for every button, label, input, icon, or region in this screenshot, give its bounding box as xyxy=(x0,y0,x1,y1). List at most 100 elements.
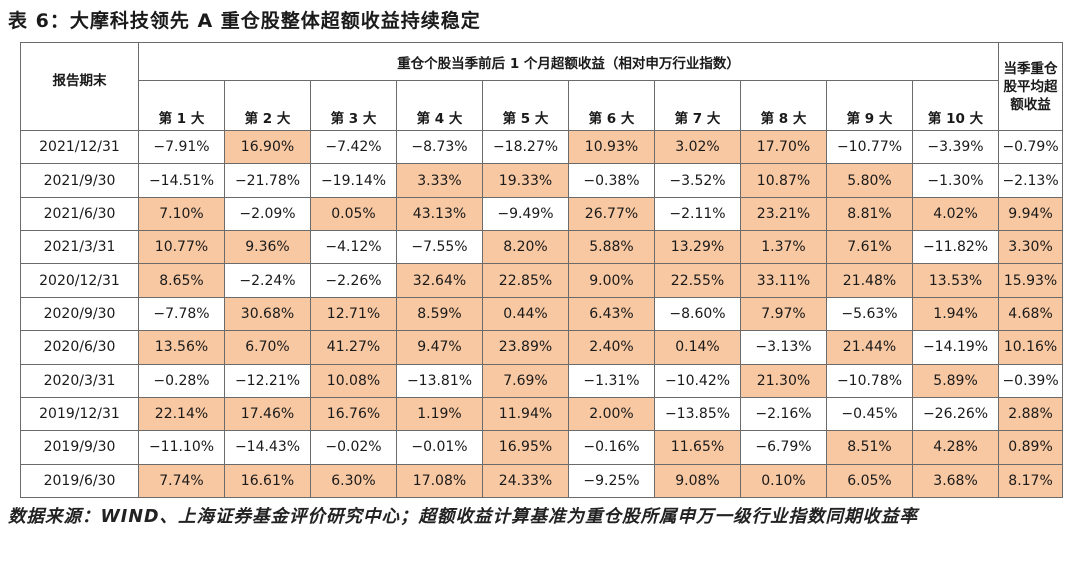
average-cell: −0.79% xyxy=(998,129,1064,165)
value-cell: −6.79% xyxy=(740,430,827,465)
value-cell: −7.42% xyxy=(310,129,397,165)
value-cell: −18.27% xyxy=(482,129,569,165)
value-cell: −1.30% xyxy=(911,163,1000,198)
value-cell: −8.73% xyxy=(396,129,483,165)
value-cell: 17.08% xyxy=(396,463,483,498)
table-row: 2019/9/30 −11.10% −14.43% −0.02% −0.01% 16.95… xyxy=(20,430,1064,465)
value-cell: 5.88% xyxy=(568,230,655,265)
table-body: 2021/12/31 −7.91% 16.90% −7.42% −8.73% −18.27… xyxy=(20,129,1064,498)
value-cell: 16.90% xyxy=(224,129,311,165)
value-cell: 23.89% xyxy=(482,330,569,365)
value-cell: 21.48% xyxy=(826,263,913,298)
value-cell: −14.43% xyxy=(224,430,311,465)
value-cell: 21.44% xyxy=(826,330,913,365)
value-cell: 30.68% xyxy=(224,296,311,332)
average-cell: 4.68% xyxy=(998,296,1064,332)
table-row: 2020/6/30 13.56% 6.70% 41.27% 9.47% 23.89% 2.4… xyxy=(20,330,1064,365)
date-cell: 2020/6/30 xyxy=(20,330,139,365)
date-cell: 2021/6/30 xyxy=(20,196,139,232)
source-note: 数据来源：WIND、上海证券基金评价研究中心；超额收益计算基准为重仓股所属申万一… xyxy=(8,507,918,527)
value-cell: −13.85% xyxy=(654,396,741,432)
value-cell: −14.19% xyxy=(911,330,1000,365)
value-cell: −0.16% xyxy=(568,430,655,465)
value-cell: 22.14% xyxy=(138,396,225,432)
value-cell: 3.33% xyxy=(396,163,483,198)
value-cell: 6.70% xyxy=(224,330,311,365)
value-cell: −2.16% xyxy=(740,396,827,432)
date-cell: 2020/12/31 xyxy=(20,263,139,298)
value-cell: 10.93% xyxy=(568,129,655,165)
table-row: 2021/9/30 −14.51% −21.78% −19.14% 3.33% 19.33… xyxy=(20,163,1064,198)
value-cell: −2.11% xyxy=(654,196,741,232)
table-row: 2019/12/31 22.14% 17.46% 16.76% 1.19% 11.94% 2… xyxy=(20,396,1064,432)
value-cell: −0.45% xyxy=(826,396,913,432)
rank-header: 第 9 大 xyxy=(826,80,913,131)
value-cell: 2.40% xyxy=(568,330,655,365)
average-column-header: 当季重仓股平均超额收益 xyxy=(998,42,1064,131)
value-cell: −8.60% xyxy=(654,296,741,332)
value-cell: −0.28% xyxy=(138,363,225,398)
value-cell: 16.76% xyxy=(310,396,397,432)
average-cell: 10.16% xyxy=(998,330,1064,365)
value-cell: −2.09% xyxy=(224,196,311,232)
value-cell: −3.52% xyxy=(654,163,741,198)
value-cell: −19.14% xyxy=(310,163,397,198)
value-cell: 7.97% xyxy=(740,296,827,332)
value-cell: −0.01% xyxy=(396,430,483,465)
value-cell: −13.81% xyxy=(396,363,483,398)
rank-header: 第 1 大 xyxy=(138,80,225,131)
value-cell: 8.20% xyxy=(482,230,569,265)
value-cell: −2.24% xyxy=(224,263,311,298)
date-cell: 2019/6/30 xyxy=(20,463,139,498)
average-cell: 3.30% xyxy=(998,230,1064,265)
value-cell: 9.00% xyxy=(568,263,655,298)
date-cell: 2020/9/30 xyxy=(20,296,139,332)
value-cell: −11.10% xyxy=(138,430,225,465)
value-cell: 1.94% xyxy=(911,296,1000,332)
table-row: 2019/6/30 7.74% 16.61% 6.30% 17.08% 24.33% −9.… xyxy=(20,463,1064,498)
value-cell: 7.69% xyxy=(482,363,569,398)
value-cell: −3.13% xyxy=(740,330,827,365)
date-cell: 2021/9/30 xyxy=(20,163,139,198)
value-cell: −10.77% xyxy=(826,129,913,165)
value-cell: −10.78% xyxy=(826,363,913,398)
value-cell: 5.89% xyxy=(911,363,1000,398)
value-cell: 12.71% xyxy=(310,296,397,332)
average-cell: 8.17% xyxy=(998,463,1064,498)
rank-header: 第 6 大 xyxy=(568,80,655,131)
table-row: 2021/6/30 7.10% −2.09% 0.05% 43.13% −9.49% 26.… xyxy=(20,196,1064,232)
value-cell: 4.02% xyxy=(911,196,1000,232)
value-cell: −4.12% xyxy=(310,230,397,265)
group-header: 重仓个股当季前后 1 个月超额收益（相对申万行业指数） xyxy=(137,42,1000,81)
value-cell: 33.11% xyxy=(740,263,827,298)
date-column-header: 报告期末 xyxy=(20,42,139,131)
rank-header: 第 10 大 xyxy=(911,80,1000,131)
value-cell: 10.77% xyxy=(138,230,225,265)
value-cell: 17.46% xyxy=(224,396,311,432)
value-cell: 16.61% xyxy=(224,463,311,498)
value-cell: 3.68% xyxy=(911,463,1000,498)
value-cell: −5.63% xyxy=(826,296,913,332)
value-cell: −2.26% xyxy=(310,263,397,298)
value-cell: 9.47% xyxy=(396,330,483,365)
value-cell: 41.27% xyxy=(310,330,397,365)
value-cell: 0.10% xyxy=(740,463,827,498)
value-cell: 3.02% xyxy=(654,129,741,165)
value-cell: 8.81% xyxy=(826,196,913,232)
value-cell: 5.80% xyxy=(826,163,913,198)
rank-header: 第 7 大 xyxy=(654,80,741,131)
value-cell: 1.19% xyxy=(396,396,483,432)
rank-header: 第 4 大 xyxy=(396,80,483,131)
value-cell: 32.64% xyxy=(396,263,483,298)
average-cell: 0.89% xyxy=(998,430,1064,465)
value-cell: −7.55% xyxy=(396,230,483,265)
value-cell: −9.49% xyxy=(482,196,569,232)
value-cell: 22.85% xyxy=(482,263,569,298)
rank-header: 第 5 大 xyxy=(482,80,569,131)
rank-header: 第 3 大 xyxy=(310,80,397,131)
average-cell: 2.88% xyxy=(998,396,1064,432)
date-cell: 2021/12/31 xyxy=(20,129,139,165)
value-cell: 21.30% xyxy=(740,363,827,398)
value-cell: −26.26% xyxy=(911,396,1000,432)
value-cell: 10.87% xyxy=(740,163,827,198)
